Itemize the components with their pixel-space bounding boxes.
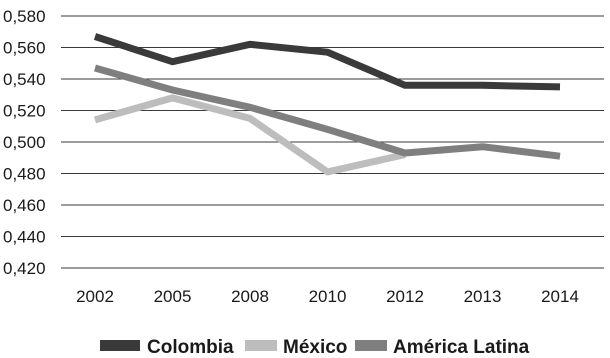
y-tick-label: 0,460 [3,196,46,215]
y-tick-label: 0,540 [3,70,46,89]
legend: Colombia México América Latina [100,337,530,358]
legend-swatch [100,340,140,351]
legend-label: México [283,337,347,358]
y-tick-label: 0,500 [3,133,46,152]
x-tick-label: 2012 [386,287,424,306]
legend-swatch [355,340,387,351]
y-tick-label: 0,420 [3,259,46,278]
y-tick-label: 0,480 [3,165,46,184]
series-line-1 [94,94,406,176]
y-tick-label: 0,580 [3,7,46,26]
y-tick-label: 0,440 [3,228,46,247]
series-lines [93,33,561,176]
legend-label: América Latina [393,337,530,358]
legend-swatch [245,340,277,351]
gridlines [61,15,604,269]
x-tick-label: 2008 [231,287,269,306]
series-line-0 [93,33,561,91]
x-tick-label: 2014 [541,287,579,306]
series-line-2 [94,64,561,160]
x-tick-label: 2005 [154,287,192,306]
x-tick-label: 2002 [76,287,114,306]
x-axis-ticks: 2002 2005 2008 2010 2012 2013 2014 [76,287,579,306]
y-tick-label: 0,560 [3,39,46,58]
x-tick-label: 2013 [464,287,502,306]
y-tick-label: 0,520 [3,102,46,121]
legend-label: Colombia [147,337,234,358]
x-tick-label: 2010 [309,287,347,306]
y-axis-ticks: 0,420 0,440 0,460 0,480 0,500 0,520 0,540 0,560… [3,7,46,278]
